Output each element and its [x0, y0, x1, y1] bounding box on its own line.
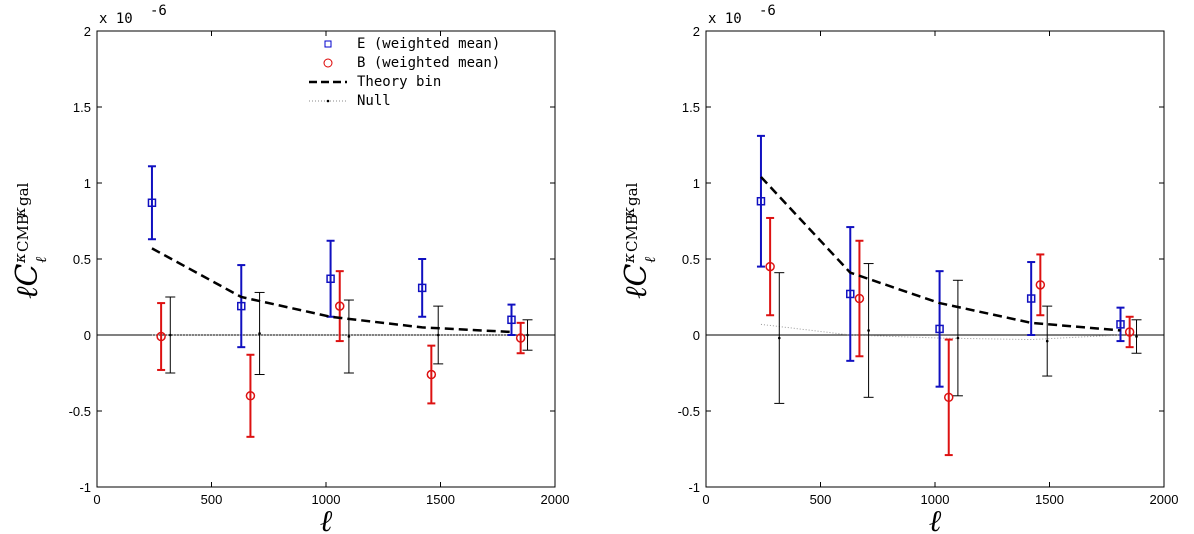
data-point-square [1026, 294, 1036, 303]
data-point-circle [1124, 327, 1135, 337]
data-point-circle [1035, 280, 1046, 290]
y-multiplier-exponent: -6 [150, 3, 167, 19]
data-point-square [237, 301, 246, 311]
series-square [756, 134, 1125, 388]
data-point-circle [426, 369, 437, 380]
data-point-circle [943, 392, 954, 403]
x-tick-label: 1000 [921, 492, 950, 507]
x-tick-label: 0 [702, 492, 709, 507]
y-axis-label-main: ℓC [10, 264, 45, 299]
y-axis-label-sup-cmb: CMB [14, 214, 32, 252]
data-point-square [417, 283, 427, 293]
legend-marker-circle [323, 58, 333, 68]
y-tick-label: 1.5 [73, 100, 91, 115]
y-tick-label: 0 [693, 328, 700, 343]
data-point-circle [156, 331, 166, 342]
data-point-square [147, 198, 157, 208]
y-multiplier-exponent: -6 [759, 3, 776, 19]
y-tick-label: 1 [693, 176, 700, 191]
y-axis-label-sup-gal-sub: gal [623, 182, 641, 206]
y-tick-label: 0 [84, 328, 91, 343]
data-point-circle [765, 261, 775, 272]
y-multiplier-label: x 10 [99, 11, 133, 27]
legend-label: Null [357, 93, 391, 109]
y-axis-label-sub: ℓ [641, 257, 659, 263]
series-dot [774, 263, 1142, 404]
data-point-square [756, 196, 766, 206]
series-dot [165, 291, 533, 376]
data-point-dot [1135, 335, 1138, 338]
y-tick-label: -0.5 [678, 404, 700, 419]
y-axis-label-sup-gal-sub: gal [14, 182, 32, 206]
legend-label: B (weighted mean) [357, 55, 500, 71]
y-tick-label: 0.5 [682, 252, 700, 267]
theory-dashed-line [760, 176, 1121, 332]
chart-panel-right: 0 500 1000 1500 2000-1-0.500.511.52x 10 -6ℓℓC… [619, 3, 1178, 534]
theory-dashed-line [151, 247, 512, 334]
legend-label: E (weighted mean) [357, 36, 500, 52]
y-tick-label: 1 [84, 176, 91, 191]
data-point-dot [436, 333, 440, 337]
data-point-circle [245, 391, 256, 401]
chart-panel-left: 0 500 1000 1500 2000-1-0.500.511.52x 10 -6ℓℓC… [10, 3, 569, 534]
y-axis-label-sup-cmb: CMB [623, 214, 641, 252]
data-point-square [846, 289, 855, 299]
y-tick-label: -1 [79, 480, 91, 495]
y-axis-label-sup: κ [620, 253, 638, 264]
data-point-circle [334, 301, 345, 311]
data-point-dot [777, 336, 781, 340]
data-point-square [1116, 320, 1125, 329]
legend-marker-square [324, 40, 332, 48]
x-tick-label: 1000 [312, 492, 341, 507]
legend-marker-dot [326, 99, 330, 103]
data-point-dot [258, 332, 261, 335]
data-point-dot [867, 329, 870, 332]
y-axis-label-sup-gal: κ [11, 207, 29, 218]
data-point-circle [515, 333, 526, 343]
x-axis-label: ℓ [320, 504, 333, 534]
x-tick-label: 1500 [1035, 492, 1064, 507]
series-circle [156, 270, 526, 438]
y-tick-label: 2 [693, 24, 700, 39]
y-tick-label: 1.5 [682, 100, 700, 115]
data-point-dot [168, 333, 172, 337]
y-tick-label: 2 [84, 24, 91, 39]
null-dotted-line [760, 323, 1121, 341]
data-point-circle [854, 293, 865, 304]
y-tick-label: -1 [688, 480, 700, 495]
data-point-square [507, 315, 516, 325]
y-axis-label-sub: ℓ [32, 257, 50, 263]
legend-label: Theory bin [357, 74, 441, 90]
y-axis-label-sup-gal: κ [620, 207, 638, 218]
x-tick-label: 500 [810, 492, 832, 507]
y-tick-label: -0.5 [69, 404, 91, 419]
data-point-dot [347, 335, 351, 338]
x-axis-label: ℓ [929, 504, 942, 534]
y-tick-label: 0.5 [73, 252, 91, 267]
x-tick-label: 2000 [541, 492, 570, 507]
y-axis-label-main: ℓC [619, 264, 654, 299]
y-axis-label-sup: κ [11, 253, 29, 264]
x-tick-label: 1500 [426, 492, 455, 507]
x-tick-label: 2000 [1150, 492, 1179, 507]
legend: E (weighted mean) B (weighted mean) Theory… [309, 36, 500, 109]
series-square [147, 165, 516, 349]
data-point-square [326, 274, 335, 284]
plot-frame [705, 30, 1165, 488]
data-point-square [935, 324, 944, 334]
series-circle [765, 216, 1135, 457]
data-point-dot [1045, 339, 1049, 343]
x-tick-label: 500 [201, 492, 223, 507]
data-point-dot [956, 336, 960, 340]
data-point-dot [526, 333, 529, 337]
plot-frame [96, 30, 556, 488]
y-multiplier-label: x 10 [708, 11, 742, 27]
x-tick-label: 0 [93, 492, 100, 507]
